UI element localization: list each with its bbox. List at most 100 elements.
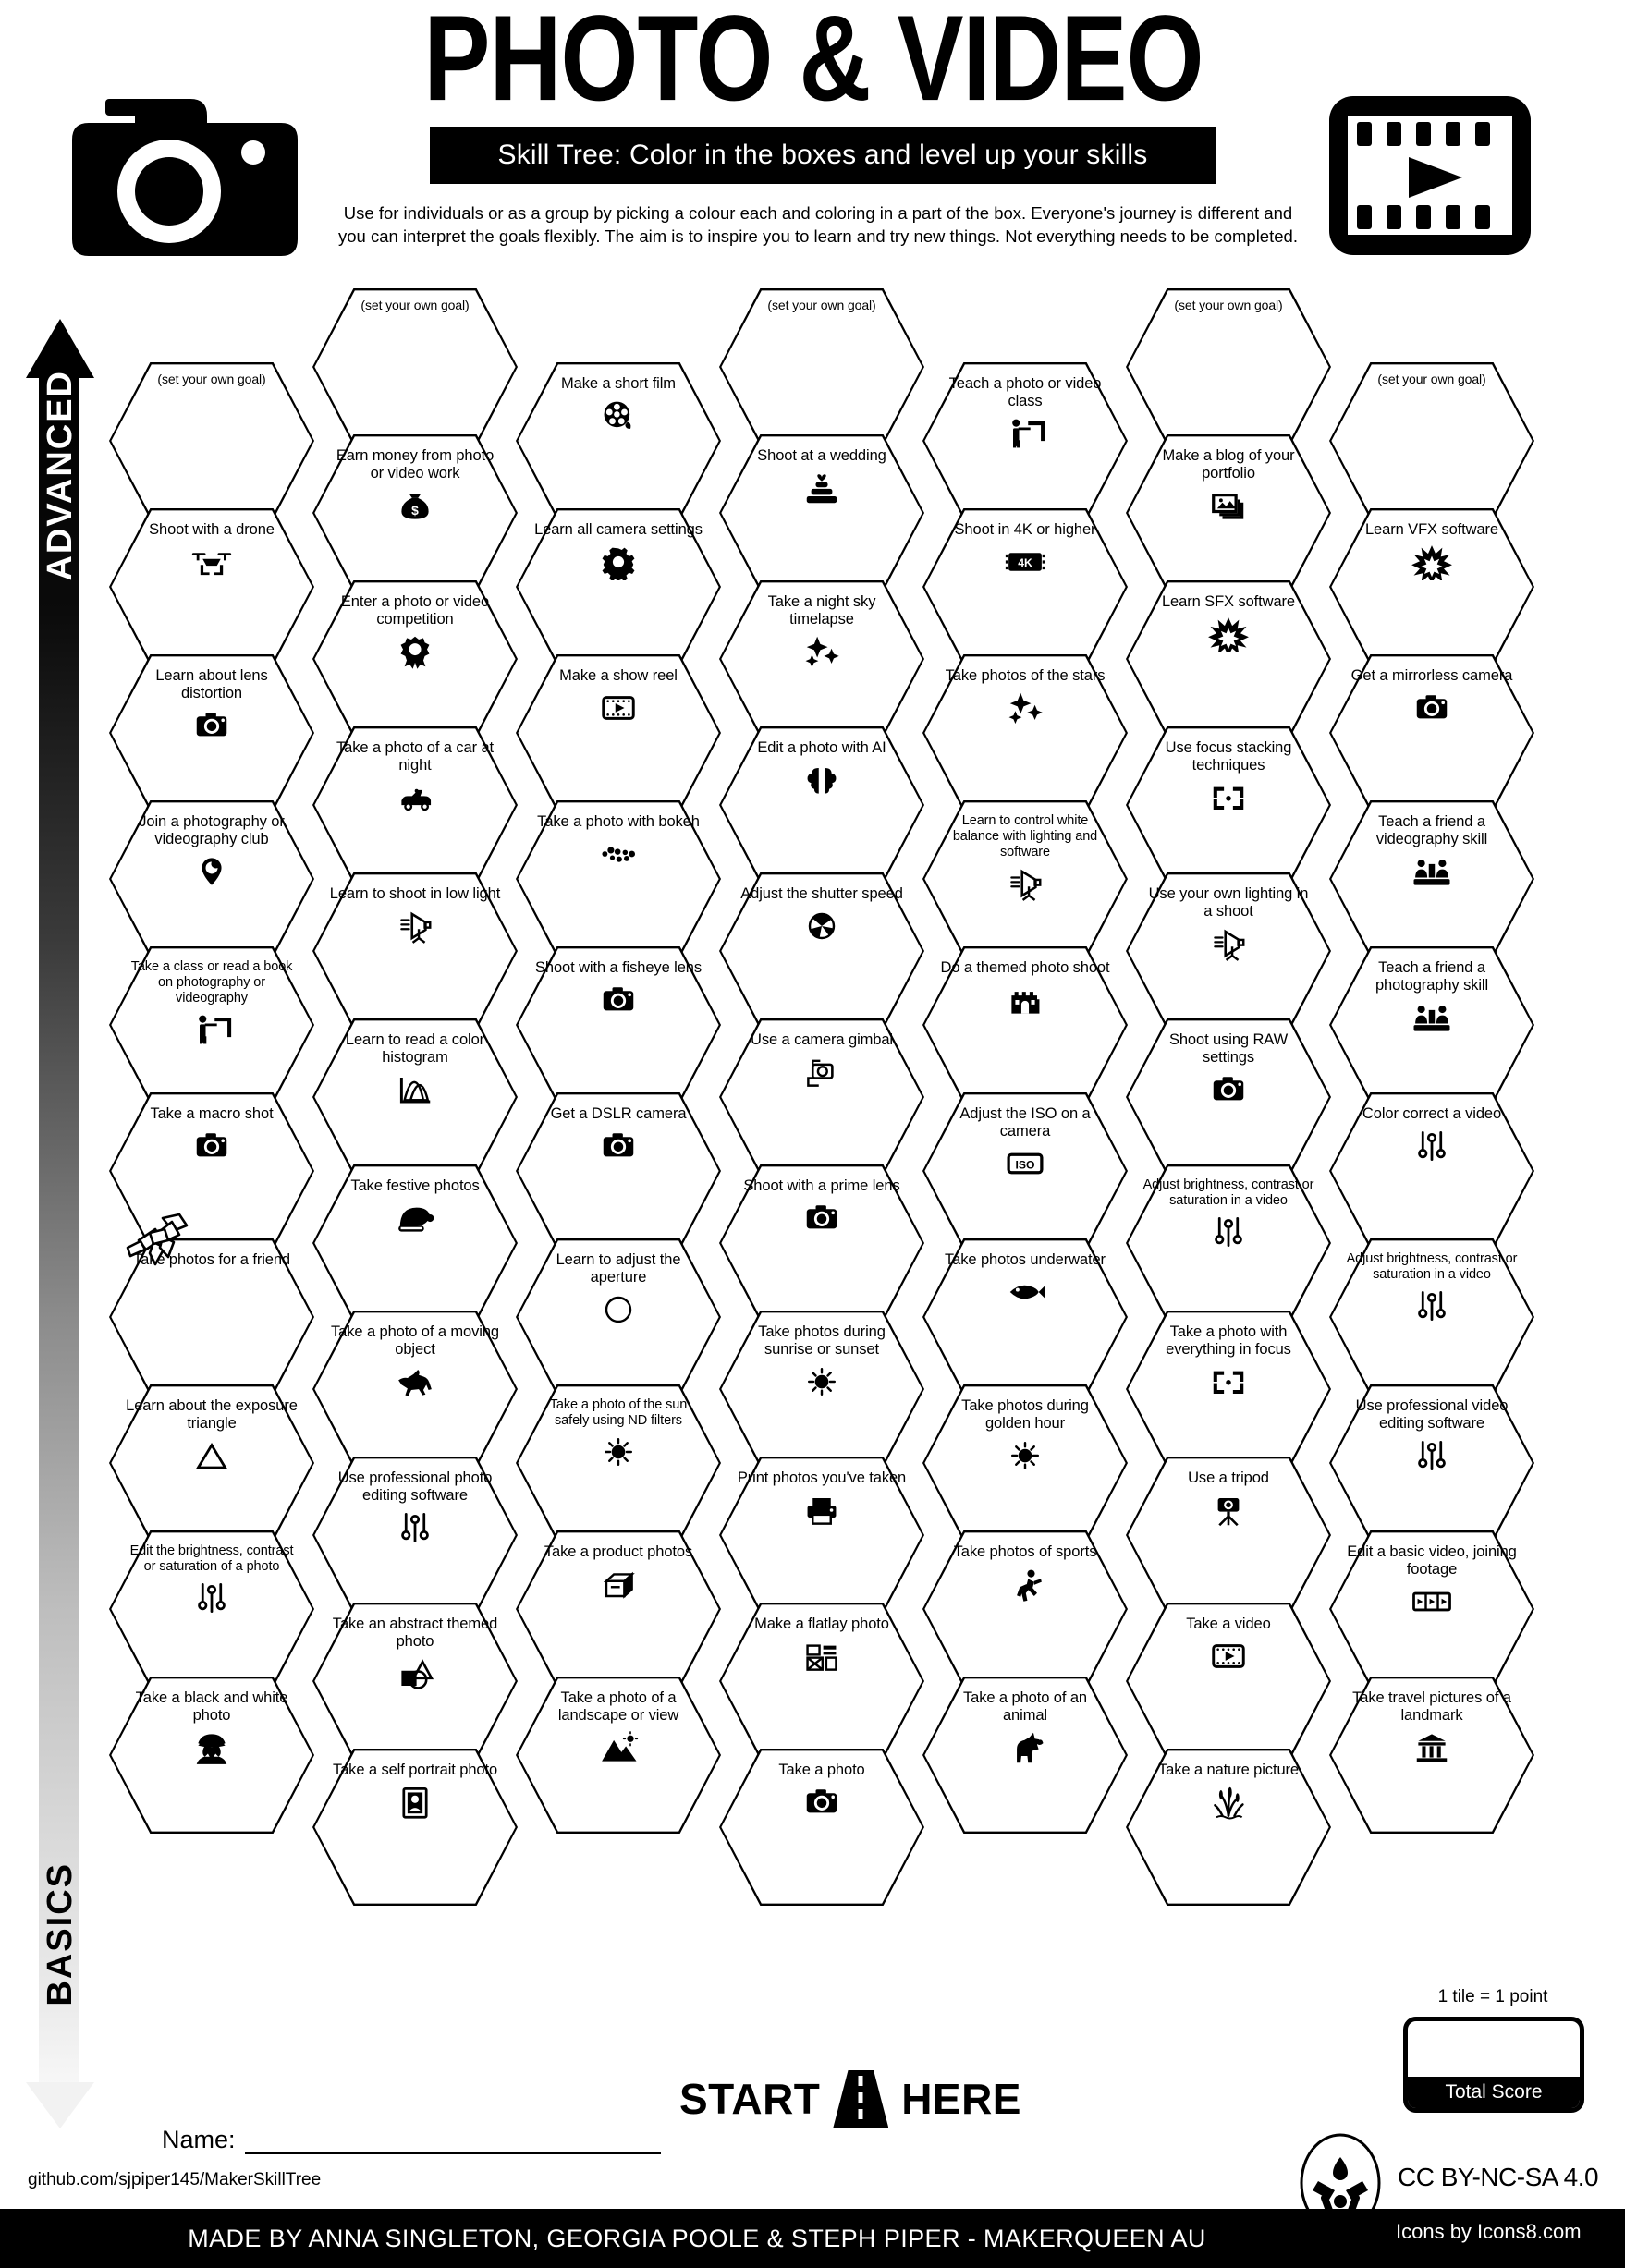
skill-hex-tile[interactable]: Shoot with a prime lens	[719, 1164, 924, 1322]
hex-fill[interactable]	[111, 1240, 312, 1394]
skill-hex-tile[interactable]: Adjust brightness, contrast or saturatio…	[1329, 1238, 1534, 1396]
hex-fill[interactable]	[111, 1094, 312, 1248]
hex-fill[interactable]	[518, 802, 719, 956]
hex-fill[interactable]	[518, 1532, 719, 1686]
skill-hex-tile[interactable]: Shoot with a drone	[109, 508, 314, 665]
hex-fill[interactable]	[111, 364, 312, 518]
total-score-box[interactable]: Total Score	[1403, 2017, 1584, 2113]
skill-hex-tile[interactable]: (set your own goal)	[312, 288, 518, 445]
skill-hex-tile[interactable]: Teach a photo or video class	[922, 362, 1128, 519]
hex-fill[interactable]	[924, 802, 1126, 956]
skill-hex-tile[interactable]: Use a tripod	[1126, 1457, 1331, 1614]
skill-hex-tile[interactable]: Learn about lens distortion	[109, 654, 314, 811]
skill-hex-tile[interactable]: Take a photo of a moving object	[312, 1311, 518, 1468]
skill-hex-tile[interactable]: Take a photo with bokeh	[516, 800, 721, 957]
hex-fill[interactable]	[924, 364, 1126, 518]
skill-hex-tile[interactable]: (set your own goal)	[719, 288, 924, 445]
skill-hex-tile[interactable]: Shoot at a wedding	[719, 434, 924, 591]
skill-hex-tile[interactable]: Take a class or read a book on photograp…	[109, 946, 314, 1104]
hex-fill[interactable]	[111, 510, 312, 664]
skill-hex-tile[interactable]: Adjust the ISO on a camera ISO	[922, 1092, 1128, 1250]
hex-fill[interactable]	[1331, 510, 1533, 664]
skill-hex-tile[interactable]: Use focus stacking techniques	[1126, 726, 1331, 884]
hex-fill[interactable]	[721, 1604, 922, 1758]
hex-fill[interactable]	[1331, 948, 1533, 1102]
hex-fill[interactable]	[1128, 1750, 1329, 1904]
hex-fill[interactable]	[721, 728, 922, 882]
skill-hex-tile[interactable]: Join a photography or videography club	[109, 800, 314, 957]
name-input-line[interactable]	[244, 2130, 661, 2154]
skill-hex-tile[interactable]: Make a blog of your portfolio	[1126, 434, 1331, 591]
hex-fill[interactable]	[721, 1312, 922, 1466]
hex-fill[interactable]	[721, 436, 922, 590]
skill-hex-tile[interactable]: Teach a friend a photography skill	[1329, 946, 1534, 1104]
hex-fill[interactable]	[314, 1750, 516, 1904]
hex-fill[interactable]	[1331, 656, 1533, 810]
skill-hex-tile[interactable]: Earn money from photo or video work $	[312, 434, 518, 591]
skill-hex-tile[interactable]: Shoot using RAW settings	[1126, 1018, 1331, 1176]
hex-fill[interactable]	[1128, 874, 1329, 1028]
hex-fill[interactable]	[721, 1166, 922, 1320]
hex-fill[interactable]	[721, 874, 922, 1028]
hex-fill[interactable]	[924, 1094, 1126, 1248]
skill-hex-tile[interactable]: Learn VFX software	[1329, 508, 1534, 665]
hex-fill[interactable]	[314, 1020, 516, 1174]
hex-fill[interactable]	[924, 656, 1126, 810]
skill-hex-tile[interactable]: Learn to adjust the aperture	[516, 1238, 721, 1396]
skill-hex-tile[interactable]: Make a short film	[516, 362, 721, 519]
skill-hex-tile[interactable]: Shoot in 4K or higher 4K	[922, 508, 1128, 665]
hex-fill[interactable]	[924, 948, 1126, 1102]
skill-hex-tile[interactable]: Take a black and white photo	[109, 1677, 314, 1834]
hex-fill[interactable]	[1128, 1604, 1329, 1758]
hex-fill[interactable]	[518, 364, 719, 518]
skill-hex-tile[interactable]: Get a mirrorless camera	[1329, 654, 1534, 811]
skill-hex-tile[interactable]: Take photos of the stars	[922, 654, 1128, 811]
skill-hex-tile[interactable]: Take a photo with everything in focus	[1126, 1311, 1331, 1468]
skill-hex-tile[interactable]: Take an abstract themed photo	[312, 1603, 518, 1760]
skill-hex-tile[interactable]: Enter a photo or video competition	[312, 580, 518, 738]
hex-fill[interactable]	[314, 290, 516, 444]
hex-fill[interactable]	[924, 510, 1126, 664]
skill-hex-tile[interactable]: Take photos for a friend	[109, 1238, 314, 1396]
hex-fill[interactable]	[924, 1532, 1126, 1686]
skill-hex-tile[interactable]: Color correct a video	[1329, 1092, 1534, 1250]
skill-hex-tile[interactable]: Make a flatlay photo	[719, 1603, 924, 1760]
hex-fill[interactable]	[721, 290, 922, 444]
skill-hex-tile[interactable]: Take travel pictures of a landmark	[1329, 1677, 1534, 1834]
skill-hex-tile[interactable]: Take a video	[1126, 1603, 1331, 1760]
hex-fill[interactable]	[518, 1094, 719, 1248]
skill-hex-tile[interactable]: Learn all camera settings	[516, 508, 721, 665]
skill-hex-tile[interactable]: Take photos of sports	[922, 1530, 1128, 1688]
hex-fill[interactable]	[924, 1386, 1126, 1540]
skill-hex-tile[interactable]: Edit a photo with AI	[719, 726, 924, 884]
skill-hex-tile[interactable]: (set your own goal)	[1126, 288, 1331, 445]
skill-hex-tile[interactable]: Take a photo	[719, 1749, 924, 1906]
skill-hex-tile[interactable]: Print photos you've taken	[719, 1457, 924, 1614]
skill-hex-tile[interactable]: Adjust brightness, contrast or saturatio…	[1126, 1164, 1331, 1322]
skill-hex-tile[interactable]: Take a photo of a landscape or view	[516, 1677, 721, 1834]
hex-fill[interactable]	[518, 656, 719, 810]
hex-fill[interactable]	[1128, 1312, 1329, 1466]
skill-hex-tile[interactable]: Make a show reel	[516, 654, 721, 811]
skill-hex-tile[interactable]: Take a photo of the sun safely using ND …	[516, 1384, 721, 1542]
skill-hex-tile[interactable]: Take a product photos	[516, 1530, 721, 1688]
skill-hex-tile[interactable]: Edit the brightness, contrast or saturat…	[109, 1530, 314, 1688]
skill-hex-tile[interactable]: Learn to control white balance with ligh…	[922, 800, 1128, 957]
skill-hex-tile[interactable]: Get a DSLR camera	[516, 1092, 721, 1250]
hex-fill[interactable]	[721, 1020, 922, 1174]
hex-fill[interactable]	[721, 1458, 922, 1612]
skill-hex-tile[interactable]: Take a self portrait photo	[312, 1749, 518, 1906]
skill-hex-tile[interactable]: Teach a friend a videography skill	[1329, 800, 1534, 957]
skill-hex-tile[interactable]: Do a themed photo shoot	[922, 946, 1128, 1104]
hex-fill[interactable]	[1331, 364, 1533, 518]
hex-fill[interactable]	[1128, 1458, 1329, 1612]
skill-hex-tile[interactable]: Take photos during golden hour	[922, 1384, 1128, 1542]
skill-hex-tile[interactable]: Take a photo of a car at night	[312, 726, 518, 884]
skill-hex-tile[interactable]: Use professional photo editing software	[312, 1457, 518, 1614]
hex-fill[interactable]	[1331, 802, 1533, 956]
hex-fill[interactable]	[1128, 290, 1329, 444]
skill-hex-tile[interactable]: Use your own lighting in a shoot	[1126, 872, 1331, 1030]
skill-hex-tile[interactable]: (set your own goal)	[109, 362, 314, 519]
hex-fill[interactable]	[721, 1750, 922, 1904]
hex-fill[interactable]	[518, 948, 719, 1102]
